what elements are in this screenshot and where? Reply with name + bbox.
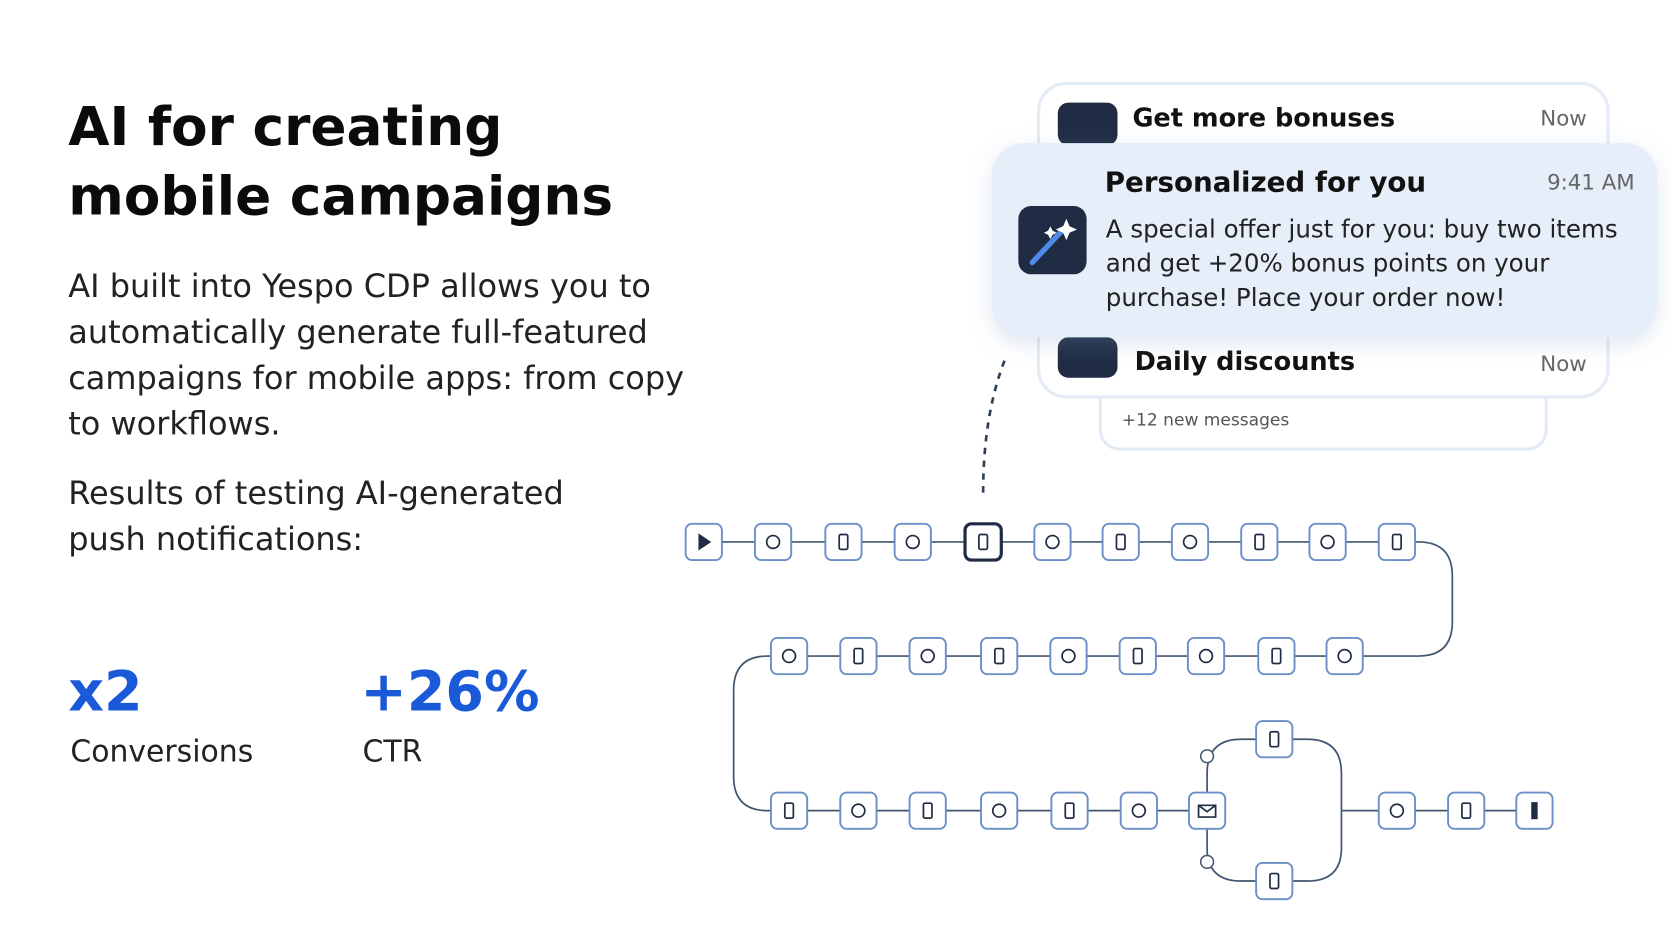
play-icon — [698, 533, 712, 551]
clock-icon — [1061, 648, 1076, 664]
results-intro-line: push notifications: — [68, 520, 363, 558]
sparkles — [1043, 218, 1077, 241]
phone-icon — [922, 802, 933, 819]
connector — [732, 655, 1208, 812]
workflow-node — [1325, 636, 1364, 676]
workflow-node — [908, 636, 947, 676]
workflow-node — [963, 522, 1003, 562]
workflow-node — [1240, 522, 1279, 562]
workflow-node — [1255, 720, 1294, 759]
workflow-node — [1377, 791, 1416, 830]
front-body-line: purchase! Place your order now! — [1106, 283, 1506, 312]
dashed-link — [981, 360, 1006, 493]
workflow-node — [769, 791, 809, 830]
phone-icon — [1064, 802, 1075, 819]
clock-icon — [991, 803, 1007, 818]
stat-value: +26% — [360, 661, 539, 725]
back-icon — [1057, 102, 1118, 146]
workflow-node — [1170, 522, 1210, 562]
phone-icon — [1254, 533, 1265, 551]
phone-icon — [1269, 872, 1280, 890]
workflow-node — [824, 522, 863, 562]
back-time: Now — [1540, 107, 1586, 132]
phone-icon — [853, 647, 864, 665]
wand — [1029, 225, 1067, 266]
workflow-node — [1447, 791, 1486, 830]
workflow-node — [753, 522, 793, 562]
description-line: to workflows. — [68, 405, 280, 443]
connector — [703, 541, 1454, 657]
phone-icon — [1269, 730, 1280, 748]
description-line: campaigns for mobile apps: from copy — [68, 359, 684, 397]
below-title: Daily discounts — [1135, 347, 1356, 377]
clock-icon — [905, 534, 921, 550]
workflow-node — [1119, 791, 1158, 830]
mail-icon — [1197, 804, 1217, 818]
front-body-line: and get +20% bonus points on your — [1106, 249, 1550, 278]
workflow-node — [769, 636, 809, 676]
connector — [1206, 738, 1343, 882]
phone-icon — [1271, 647, 1282, 665]
workflow-node — [1118, 636, 1157, 676]
description-line: AI built into Yespo CDP allows you to — [68, 267, 651, 305]
clock-icon — [765, 534, 781, 550]
clock-icon — [1182, 534, 1198, 550]
phone-icon — [1132, 647, 1143, 665]
workflow-node — [908, 791, 947, 830]
phone-icon — [994, 647, 1005, 665]
stat-label: CTR — [363, 735, 423, 770]
workflow-node — [1186, 636, 1226, 676]
clock-icon — [1320, 534, 1335, 550]
below-icon — [1057, 337, 1118, 378]
clock-icon — [781, 648, 797, 664]
workflow-node — [839, 791, 878, 830]
more-text: +12 new messages — [1122, 410, 1290, 430]
clock-icon — [920, 648, 935, 664]
phone-icon — [838, 533, 849, 551]
description-line: automatically generate full-featured — [68, 313, 648, 351]
workflow-node — [1257, 636, 1296, 676]
clock-icon — [1337, 648, 1352, 664]
workflow-node — [1049, 636, 1088, 676]
phone-icon — [1391, 533, 1403, 551]
clock-icon — [1389, 803, 1405, 818]
workflow-node — [1308, 522, 1347, 562]
workflow-node — [980, 636, 1019, 676]
phone-icon — [978, 533, 989, 551]
end-icon — [1531, 802, 1538, 820]
front-body-line: A special offer just for you: buy two it… — [1106, 215, 1618, 244]
workflow-node — [1050, 791, 1089, 830]
branch-dot — [1199, 854, 1215, 869]
back-title: Get more bonuses — [1132, 104, 1395, 134]
clock-icon — [1045, 534, 1060, 550]
title-line: mobile campaigns — [68, 165, 613, 227]
clock-icon — [1131, 803, 1147, 818]
results-intro-line: Results of testing AI-generated — [68, 474, 564, 512]
below-time: Now — [1540, 352, 1586, 377]
workflow-node — [980, 791, 1019, 830]
workflow-node — [893, 522, 932, 562]
workflow-node — [1101, 522, 1140, 562]
phone-icon — [1115, 533, 1126, 551]
workflow-node — [839, 636, 878, 676]
workflow-node — [1255, 861, 1294, 901]
workflow-node — [1377, 522, 1416, 562]
phone-icon — [783, 802, 795, 819]
clock-icon — [1198, 648, 1214, 664]
front-time: 9:41 AM — [1547, 171, 1635, 196]
branch-dot — [1199, 749, 1215, 764]
front-title: Personalized for you — [1105, 166, 1426, 199]
phone-icon — [1461, 802, 1472, 819]
stat-value: x2 — [68, 661, 142, 725]
title-line: AI for creating — [68, 96, 502, 158]
front-card — [991, 143, 1658, 338]
stat-label: Conversions — [70, 735, 253, 770]
clock-icon — [851, 803, 866, 818]
workflow-node — [1033, 522, 1072, 562]
